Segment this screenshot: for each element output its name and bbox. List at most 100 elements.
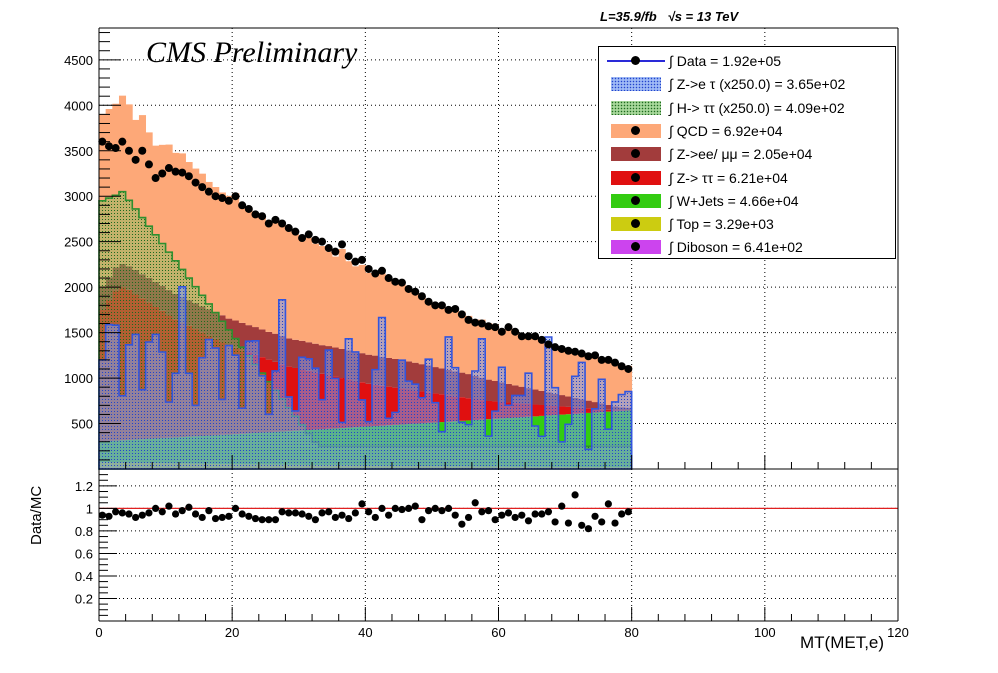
bar-z-ee- <box>505 383 513 403</box>
bar-z-ee- <box>418 364 426 392</box>
ratio-point <box>145 509 153 517</box>
ratio-point <box>418 516 426 524</box>
ratio-point <box>351 509 359 517</box>
ratio-points <box>98 491 632 533</box>
data-point <box>411 287 420 296</box>
data-point <box>111 144 120 153</box>
data-point <box>264 219 273 228</box>
bar-qcd <box>618 364 626 408</box>
data-point <box>118 137 127 146</box>
bar-qcd <box>352 266 360 352</box>
bar-qcd <box>252 213 260 328</box>
ratio-point <box>471 499 479 507</box>
bar-qcd <box>371 275 380 356</box>
bar-qcd <box>431 303 439 368</box>
ratio-point <box>524 517 533 525</box>
ratio-point <box>338 511 346 519</box>
legend-marker <box>631 242 640 252</box>
bar-qcd <box>551 346 559 394</box>
data-point <box>584 352 593 361</box>
ratio-point <box>484 507 493 515</box>
data-point <box>531 332 540 341</box>
data-point <box>417 292 426 301</box>
ratio-point <box>378 504 386 513</box>
legend-entry: ∫ Z-> ττ = 6.21e+04 <box>599 166 895 189</box>
bar-qcd <box>318 246 326 346</box>
ratio-point <box>365 508 373 516</box>
data-point <box>497 327 506 336</box>
ratio-point <box>498 511 506 519</box>
bar-z-ee- <box>405 361 413 390</box>
bar-z- <box>565 406 573 415</box>
bar-qcd <box>218 192 226 316</box>
bar-z- <box>385 386 393 426</box>
bar-z- <box>531 404 539 417</box>
ratio-point <box>385 511 393 519</box>
bar-qcd <box>525 335 533 389</box>
bar-z-ee- <box>318 345 326 374</box>
bar-qcd <box>611 361 619 407</box>
ratio-point <box>391 504 399 513</box>
data-point <box>158 169 167 178</box>
bar-qcd <box>365 272 373 355</box>
bar-qcd <box>511 329 519 386</box>
data-point <box>451 304 460 313</box>
bar-z- <box>558 406 566 415</box>
legend-entry: ∫ Z->e τ (x250.0) = 3.65e+02 <box>599 72 895 95</box>
bar-qcd <box>571 351 579 398</box>
ratio-point <box>591 512 599 520</box>
legend-label: ∫ QCD = 6.92e+04 <box>669 122 783 139</box>
data-point <box>311 235 320 244</box>
data-point <box>191 178 200 187</box>
bar-qcd <box>605 360 613 405</box>
ratio-point <box>564 519 573 527</box>
bar-z- <box>585 408 593 413</box>
data-point <box>104 142 113 151</box>
y-tick-label: 500 <box>71 417 93 432</box>
bar-qcd <box>165 144 173 291</box>
bar-z- <box>491 401 499 419</box>
data-point <box>537 335 546 344</box>
bar-z- <box>605 409 613 412</box>
data-point <box>331 247 340 256</box>
bar-qcd <box>132 119 140 270</box>
signal-overlays <box>98 190 633 470</box>
ratio-point <box>205 507 213 515</box>
x-tick-label: 100 <box>754 625 776 640</box>
data-point <box>571 347 580 356</box>
ratio-point <box>405 504 413 513</box>
bar-z-ee- <box>485 379 493 401</box>
bar-w-jets <box>558 414 566 467</box>
bar-w-jets <box>585 412 593 467</box>
data-point <box>184 172 193 181</box>
data-point <box>597 355 606 364</box>
bar-qcd <box>158 144 166 286</box>
y-tick-label: 2000 <box>64 280 93 295</box>
ratio-point <box>305 512 313 520</box>
bar-qcd <box>585 356 593 401</box>
bar-z-ee- <box>358 353 366 383</box>
ratio-point <box>231 504 240 513</box>
bar-qcd <box>391 283 400 359</box>
legend-marker <box>631 56 640 65</box>
data-point <box>577 349 586 358</box>
bar-qcd <box>505 325 513 384</box>
energy-text: √s = 13 TeV <box>667 9 739 24</box>
ratio-point <box>478 508 486 516</box>
bar-qcd <box>298 240 306 341</box>
bar-z- <box>438 394 446 423</box>
data-point <box>324 244 333 253</box>
data-point <box>404 284 413 293</box>
ratio-point <box>604 500 612 508</box>
ratio-y-tick-label: 1.2 <box>75 479 93 494</box>
data-point <box>171 167 180 176</box>
data-point <box>124 146 133 155</box>
bar-qcd <box>625 365 633 408</box>
ratio-point <box>538 510 546 518</box>
bar-qcd <box>112 103 120 268</box>
data-point <box>557 344 566 353</box>
ratio-y-tick-label: 0.4 <box>75 569 93 584</box>
ratio-point <box>191 510 200 518</box>
legend-swatch <box>611 100 661 115</box>
data-point <box>138 146 147 155</box>
